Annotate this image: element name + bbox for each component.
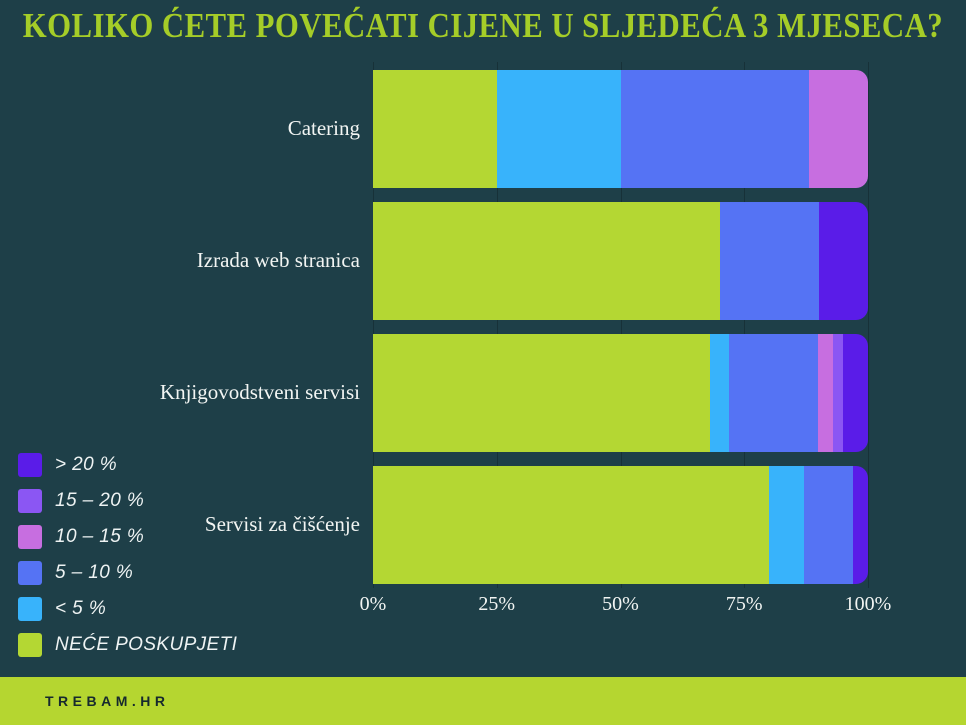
legend-label: 15 – 20 % bbox=[55, 489, 145, 511]
legend-label: > 20 % bbox=[55, 453, 118, 475]
bar-segment bbox=[373, 334, 710, 452]
legend: > 20 % 15 – 20 % 10 – 15 % 5 – 10 % < 5 % NEĆ… bbox=[18, 452, 237, 657]
stacked-bar-chart: Catering Izrada web stranica Knjigovodstve… bbox=[0, 70, 868, 584]
bar-segment bbox=[769, 466, 804, 584]
legend-swatch bbox=[18, 596, 42, 621]
bar-segment bbox=[803, 466, 854, 584]
bar-track bbox=[373, 466, 868, 584]
legend-label: 10 – 15 % bbox=[55, 525, 145, 547]
legend-item: 15 – 20 % bbox=[18, 488, 237, 513]
gridlines bbox=[373, 62, 869, 588]
bar-row: Izrada web stranica bbox=[0, 202, 868, 320]
x-tick-label: 0% bbox=[359, 593, 387, 615]
legend-swatch bbox=[18, 524, 42, 549]
x-tick-label: 75% bbox=[725, 593, 763, 615]
bar-segment bbox=[833, 334, 844, 452]
bar-track bbox=[373, 70, 868, 188]
chart-title: KOLIKO ĆETE POVEĆATI CIJENE U SLJEDEĆA 3… bbox=[22, 6, 944, 45]
legend-swatch bbox=[18, 560, 42, 585]
category-label: Servisi za čišćenje bbox=[204, 512, 360, 537]
footer-bar: TREBAM.HR bbox=[0, 677, 966, 725]
legend-swatch bbox=[18, 488, 42, 513]
x-tick-label: 100% bbox=[844, 593, 892, 615]
bar-segment bbox=[729, 334, 819, 452]
bar-segment bbox=[719, 202, 819, 320]
gridline bbox=[496, 62, 498, 588]
brand-text: TREBAM.HR bbox=[45, 693, 170, 709]
legend-item: > 20 % bbox=[18, 452, 237, 477]
bar-segment bbox=[843, 334, 868, 452]
legend-label: 5 – 10 % bbox=[55, 561, 134, 583]
gridline bbox=[373, 62, 374, 588]
bar-segment bbox=[853, 466, 868, 584]
x-tick-label: 50% bbox=[602, 593, 639, 615]
gridline bbox=[620, 62, 622, 588]
bar-segment bbox=[818, 334, 834, 452]
legend-item: < 5 % bbox=[18, 596, 237, 621]
legend-swatch bbox=[18, 632, 42, 657]
bar-row: Knjigovodstveni servisi bbox=[0, 334, 868, 452]
title-wrap: KOLIKO ĆETE POVEĆATI CIJENE U SLJEDEĆA 3… bbox=[0, 6, 966, 46]
legend-swatch bbox=[18, 452, 42, 477]
bar-segment bbox=[818, 202, 868, 320]
bar-segment bbox=[808, 70, 868, 188]
bar-track bbox=[373, 334, 868, 452]
legend-item: 5 – 10 % bbox=[18, 560, 237, 585]
legend-item: NEĆE POSKUPJETI bbox=[18, 632, 237, 657]
bar-segment bbox=[373, 202, 720, 320]
category-label: Izrada web stranica bbox=[196, 248, 360, 273]
bar-segment bbox=[709, 334, 730, 452]
bar-row: Servisi za čišćenje bbox=[0, 466, 868, 584]
bar-segment bbox=[373, 466, 769, 584]
bar-segment bbox=[620, 70, 809, 188]
legend-label: NEĆE POSKUPJETI bbox=[55, 633, 238, 655]
bar-track bbox=[373, 202, 868, 320]
x-axis: 0% 25% 50% 75% 100% bbox=[360, 593, 892, 619]
gridline bbox=[744, 62, 746, 588]
bar-segment bbox=[373, 70, 497, 188]
category-label: Catering bbox=[287, 116, 360, 141]
bar-segment bbox=[496, 70, 621, 188]
legend-item: 10 – 15 % bbox=[18, 524, 237, 549]
bar-row: Catering bbox=[0, 70, 868, 188]
category-label: Knjigovodstveni servisi bbox=[159, 380, 360, 405]
x-tick-label: 25% bbox=[478, 593, 516, 615]
gridline bbox=[868, 62, 869, 588]
legend-label: < 5 % bbox=[55, 597, 107, 619]
